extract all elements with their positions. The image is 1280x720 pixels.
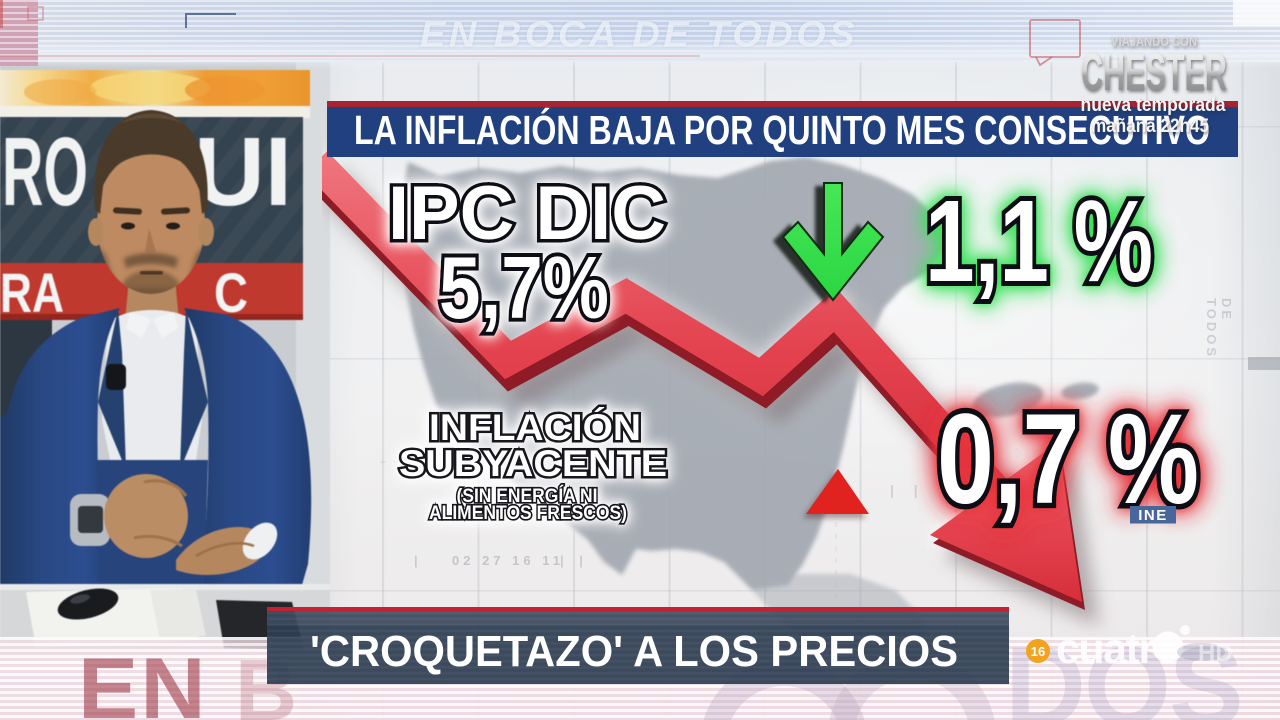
svg-text:ALIMENTOS FRESCOS): ALIMENTOS FRESCOS) [429,502,627,524]
svg-text:5,7%: 5,7% [439,238,609,337]
svg-text:nueva temporada: nueva temporada [1081,95,1226,116]
svg-text:| |: | | [890,482,926,498]
svg-text:CHESTER: CHESTER [1081,44,1227,102]
svg-text:| |: | | [560,553,589,568]
svg-text:SUBYACENTE: SUBYACENTE [399,443,667,484]
svg-text:16: 16 [1031,644,1045,659]
svg-text:RO: RO [2,117,88,226]
svg-text:|: | [414,553,418,568]
svg-text:INFLACIÓN: INFLACIÓN [429,406,641,448]
svg-text:mañana 22h45: mañana 22h45 [1091,116,1209,137]
svg-text:1,1 %: 1,1 % [925,176,1153,306]
svg-text:RA: RA [0,261,64,324]
svg-text:HD: HD [1198,640,1233,667]
svg-text:(SIN ENERGÍA NI: (SIN ENERGÍA NI [457,484,598,507]
svg-text:VIAJANDO CON: VIAJANDO CON [1111,34,1197,49]
svg-text:UI: UI [194,117,292,226]
svg-text:cuatr: cuatr [1056,625,1155,673]
svg-text:'CROQUETAZO' A LOS PRECIOS: 'CROQUETAZO' A LOS PRECIOS [310,627,958,676]
svg-text:INE: INE [1138,507,1168,524]
svg-text:LA INFLACIÓN BAJA POR QUINTO M: LA INFLACIÓN BAJA POR QUINTO MES CONSECU… [354,107,1210,153]
svg-text:02 27 16 11: 02 27 16 11 [452,553,564,568]
svg-text:IPC DIC: IPC DIC [388,171,666,256]
